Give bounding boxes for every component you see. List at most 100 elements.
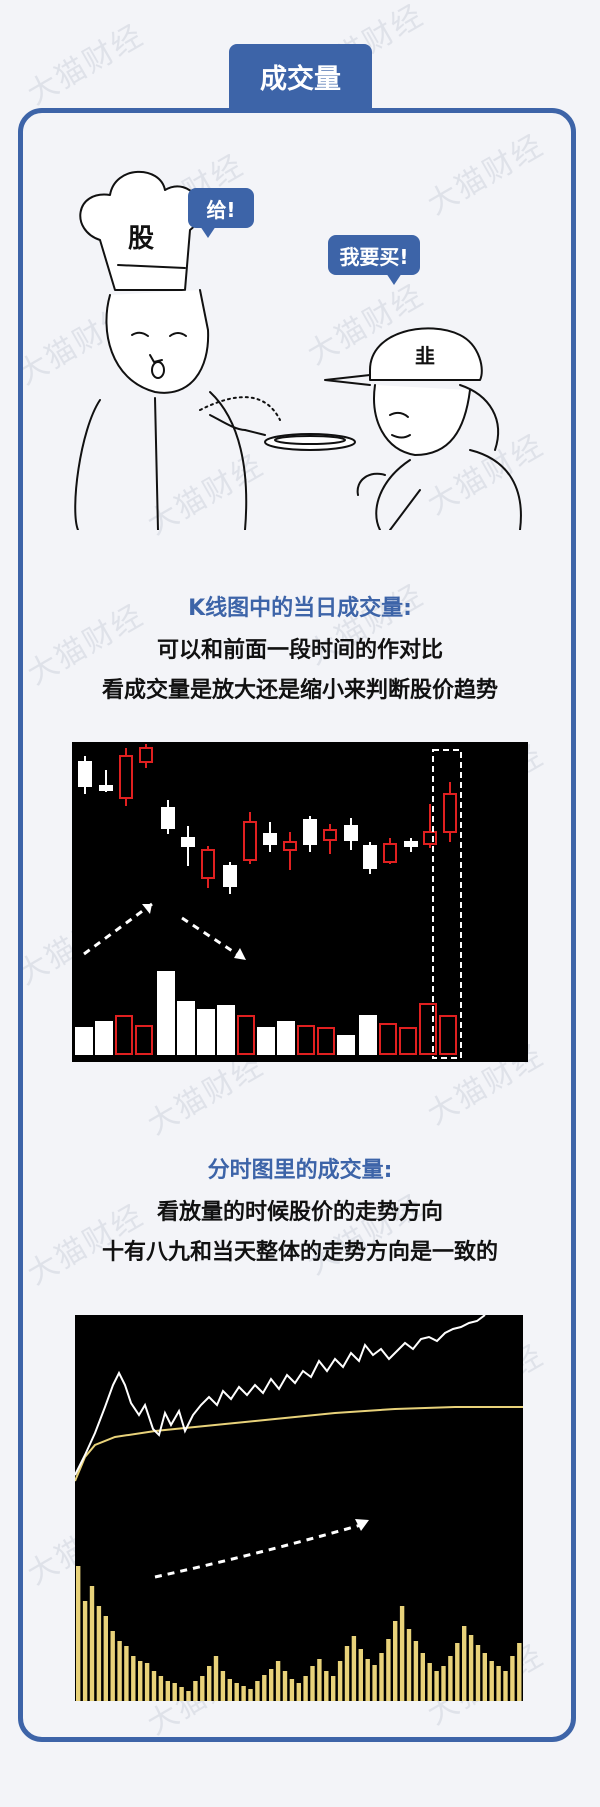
intraday-chart [74, 1314, 523, 1701]
volume-bar [75, 1027, 93, 1055]
volume-bar [372, 1665, 377, 1701]
speech-bubble-buy: 我要买! [328, 235, 420, 285]
volume-bar [237, 1015, 255, 1055]
cap-label: 韭 [415, 344, 435, 368]
candle-body [383, 843, 397, 863]
volume-bar [406, 1629, 412, 1701]
arrow-head [234, 948, 246, 960]
volume-bar [365, 1659, 370, 1701]
volume-bar [82, 1601, 88, 1701]
volume-bar [427, 1663, 432, 1701]
volume-bar [95, 1021, 113, 1055]
volume-bar [517, 1643, 522, 1701]
volume-bar [303, 1676, 308, 1701]
volume-bar [455, 1643, 460, 1701]
speech-bubble-give: 给! [188, 188, 254, 238]
price-line [74, 1314, 486, 1476]
volume-bar [399, 1027, 417, 1055]
candle-body [344, 825, 358, 841]
intraday-section-line2: 十有八九和当天整体的走势方向是一致的 [101, 1240, 498, 1265]
volume-bar [207, 1666, 212, 1701]
volume-bar [277, 1021, 295, 1055]
volume-bar [434, 1671, 439, 1701]
volume-bar [482, 1653, 487, 1701]
kline-section-line1: 可以和前面一段时间的作对比 [156, 638, 443, 663]
volume-bar [310, 1666, 315, 1701]
candle-body [161, 807, 175, 829]
volume-bar [475, 1645, 481, 1701]
volume-bar [262, 1675, 267, 1701]
volume-bar [234, 1683, 239, 1701]
volume-bar [275, 1661, 281, 1701]
volume-bar [359, 1015, 377, 1055]
candle-body [283, 841, 297, 851]
volume-bar [358, 1649, 363, 1701]
volume-bar [439, 1015, 457, 1055]
volume-bar [227, 1679, 232, 1701]
volume-bar [117, 1641, 122, 1701]
comic-illustration: 股 韭 [40, 130, 560, 531]
trend-arrow-up [83, 902, 153, 956]
kline-chart-panel [72, 742, 528, 1062]
volume-bar [379, 1023, 397, 1055]
volume-bar [220, 1671, 226, 1701]
volume-bar [213, 1656, 219, 1701]
volume-bar [324, 1671, 329, 1701]
trend-arrow [154, 1523, 362, 1579]
volume-bar [124, 1646, 129, 1701]
arrow-head [355, 1519, 369, 1531]
candle-body [201, 849, 215, 879]
volume-bar [496, 1666, 501, 1701]
volume-bar [331, 1676, 336, 1701]
kline-section-line2: 看成交量是放大还是缩小来判断股价趋势 [101, 678, 498, 703]
volume-bar [289, 1679, 295, 1701]
arrow-head [142, 904, 152, 914]
candle-body [303, 819, 317, 845]
volume-bar [503, 1671, 508, 1701]
volume-bar [282, 1671, 288, 1701]
volume-bar [241, 1686, 246, 1701]
volume-bar [441, 1666, 446, 1701]
volume-bar [172, 1683, 177, 1701]
intraday-section-title: 分时图里的成交量: [207, 1158, 393, 1183]
volume-bar [468, 1635, 474, 1701]
trend-arrow-down [181, 916, 241, 958]
chef-hat-label: 股 [128, 224, 155, 254]
candle-body [78, 761, 92, 787]
volume-bar [177, 1001, 195, 1055]
watermark-text: 大猫财经 [21, 17, 150, 113]
volume-bar [297, 1025, 315, 1055]
volume-bar [131, 1656, 136, 1701]
volume-bar [337, 1035, 355, 1055]
candle-body [139, 747, 153, 763]
volume-bar [217, 1005, 235, 1055]
volume-bar [157, 971, 175, 1055]
average-price-line [74, 1406, 523, 1482]
volume-bar [193, 1681, 198, 1701]
candle-body [263, 833, 277, 845]
candle-body [443, 793, 457, 833]
volume-bar [103, 1616, 108, 1701]
volume-bar [399, 1606, 405, 1701]
volume-bar [96, 1606, 102, 1701]
volume-bar [489, 1661, 494, 1701]
volume-bar [197, 1009, 215, 1055]
candle-body [404, 841, 418, 847]
volume-bar [510, 1656, 515, 1701]
volume-bar [462, 1626, 467, 1701]
candle-body [423, 831, 437, 845]
candle-body [181, 837, 195, 847]
kline-chart [75, 744, 462, 1059]
volume-bar [138, 1661, 143, 1701]
candle-body [363, 845, 377, 869]
intraday-section-line1: 看放量的时候股价的走势方向 [156, 1200, 443, 1225]
volume-bar [257, 1027, 275, 1055]
volume-bar [158, 1676, 164, 1701]
volume-bar [393, 1621, 398, 1701]
volume-bar [151, 1671, 157, 1701]
volume-bar [89, 1586, 95, 1701]
volume-bar [110, 1631, 115, 1701]
candle-body [223, 865, 237, 887]
volume-bar [296, 1683, 301, 1701]
volume-bar [337, 1661, 343, 1701]
